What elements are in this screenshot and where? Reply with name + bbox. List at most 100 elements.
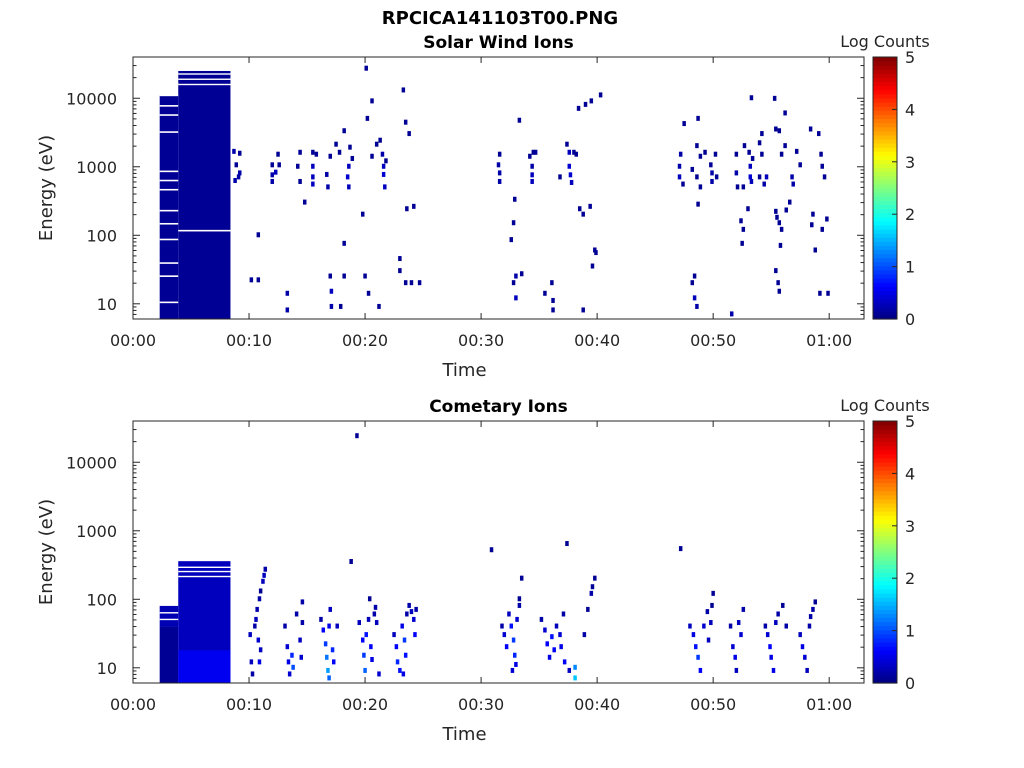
colorbar-step [873,560,897,565]
data-cell [504,644,509,650]
data-gap [178,229,231,232]
data-cell [497,151,502,157]
data-gap [178,73,231,75]
colorbar-step [873,224,897,230]
data-cell [325,171,329,177]
colorbar-step [873,273,897,279]
x-tick-label: 00:10 [226,695,272,714]
data-cell [808,126,813,132]
colorbar-step [873,621,897,627]
data-cell [678,546,683,552]
data-cell [374,620,379,626]
data-cell [370,153,374,159]
data-cell [256,232,261,238]
data-cell [517,117,522,123]
x-axis-label: Time [441,360,486,381]
colorbar-tick-label: 2 [905,205,915,224]
data-cell [547,654,552,660]
data-cell [347,163,351,169]
x-axis-label: Time [441,724,486,745]
data-cell [706,637,711,643]
data-gap [159,170,179,173]
data-cell [361,211,365,217]
data-cell [378,137,382,143]
data-cell [530,172,534,178]
x-tick-label: 00:30 [458,331,504,350]
x-tick-label: 00:40 [574,331,620,350]
data-cell [328,273,332,279]
colorbar-step [873,642,897,647]
colorbar-step [873,208,897,214]
data-cell [334,141,338,147]
data-cell [377,671,381,677]
data-gap [159,94,179,97]
data-cell [395,659,400,665]
x-tick-label: 00:10 [226,331,272,350]
data-cell [283,623,287,629]
data-cell [328,153,332,159]
data-cell [803,654,807,660]
colorbar-step [873,531,897,537]
colorbar-step [873,457,897,463]
data-cell [695,303,699,309]
colorbar-frame [872,56,898,320]
data-cell [257,596,262,602]
data-cell [519,271,524,277]
colorbar-step [873,188,897,193]
data-cell [798,162,802,168]
data-cell [502,632,507,638]
colorbar-step [873,89,897,95]
data-cell [409,609,414,615]
data-cell [818,290,822,296]
colorbar-step [873,666,897,672]
data-cell [588,203,592,209]
colorbar-step [873,601,897,606]
data-cell [567,149,572,155]
data-cell [238,150,242,156]
colorbar-step [873,445,897,451]
colorbar-step [873,282,897,287]
data-cell [810,222,814,228]
data-cell [775,214,779,220]
data-gap [159,72,179,74]
data-gap [159,612,179,614]
data-gap [159,188,179,191]
data-cell [510,667,515,673]
colorbar-step [873,502,897,508]
colorbar-step [873,441,897,447]
colorbar-step [873,470,897,475]
colorbar-step [873,93,897,99]
colorbar-step [873,633,897,639]
colorbar-step [873,564,897,569]
data-cell [825,216,829,222]
colorbar-step [873,65,897,70]
data-cell [740,240,744,246]
data-cell [590,263,595,269]
colorbar-step [873,490,897,496]
data-cell [710,170,714,176]
colorbar-step [873,613,897,619]
data-cell [813,599,818,605]
colorbar-step [873,302,897,308]
data-cell [748,174,753,180]
data-cell [258,647,263,653]
data-cell [734,151,739,157]
data-cell [287,671,292,677]
data-cell [784,207,788,213]
colorbar-step [873,114,897,120]
data-cell [398,667,402,673]
data-cell [800,644,805,650]
data-cell [372,611,377,617]
data-cell [233,177,237,183]
data-cell [261,578,265,584]
data-cell [405,206,409,212]
data-cell [298,178,302,184]
data-cell [698,667,703,673]
data-cell [702,623,706,629]
data-cell [742,143,747,149]
data-cell [335,623,339,629]
colorbar-step [873,106,897,111]
data-cell [273,169,278,175]
colorbar-step [873,506,897,512]
data-cell [531,149,536,155]
